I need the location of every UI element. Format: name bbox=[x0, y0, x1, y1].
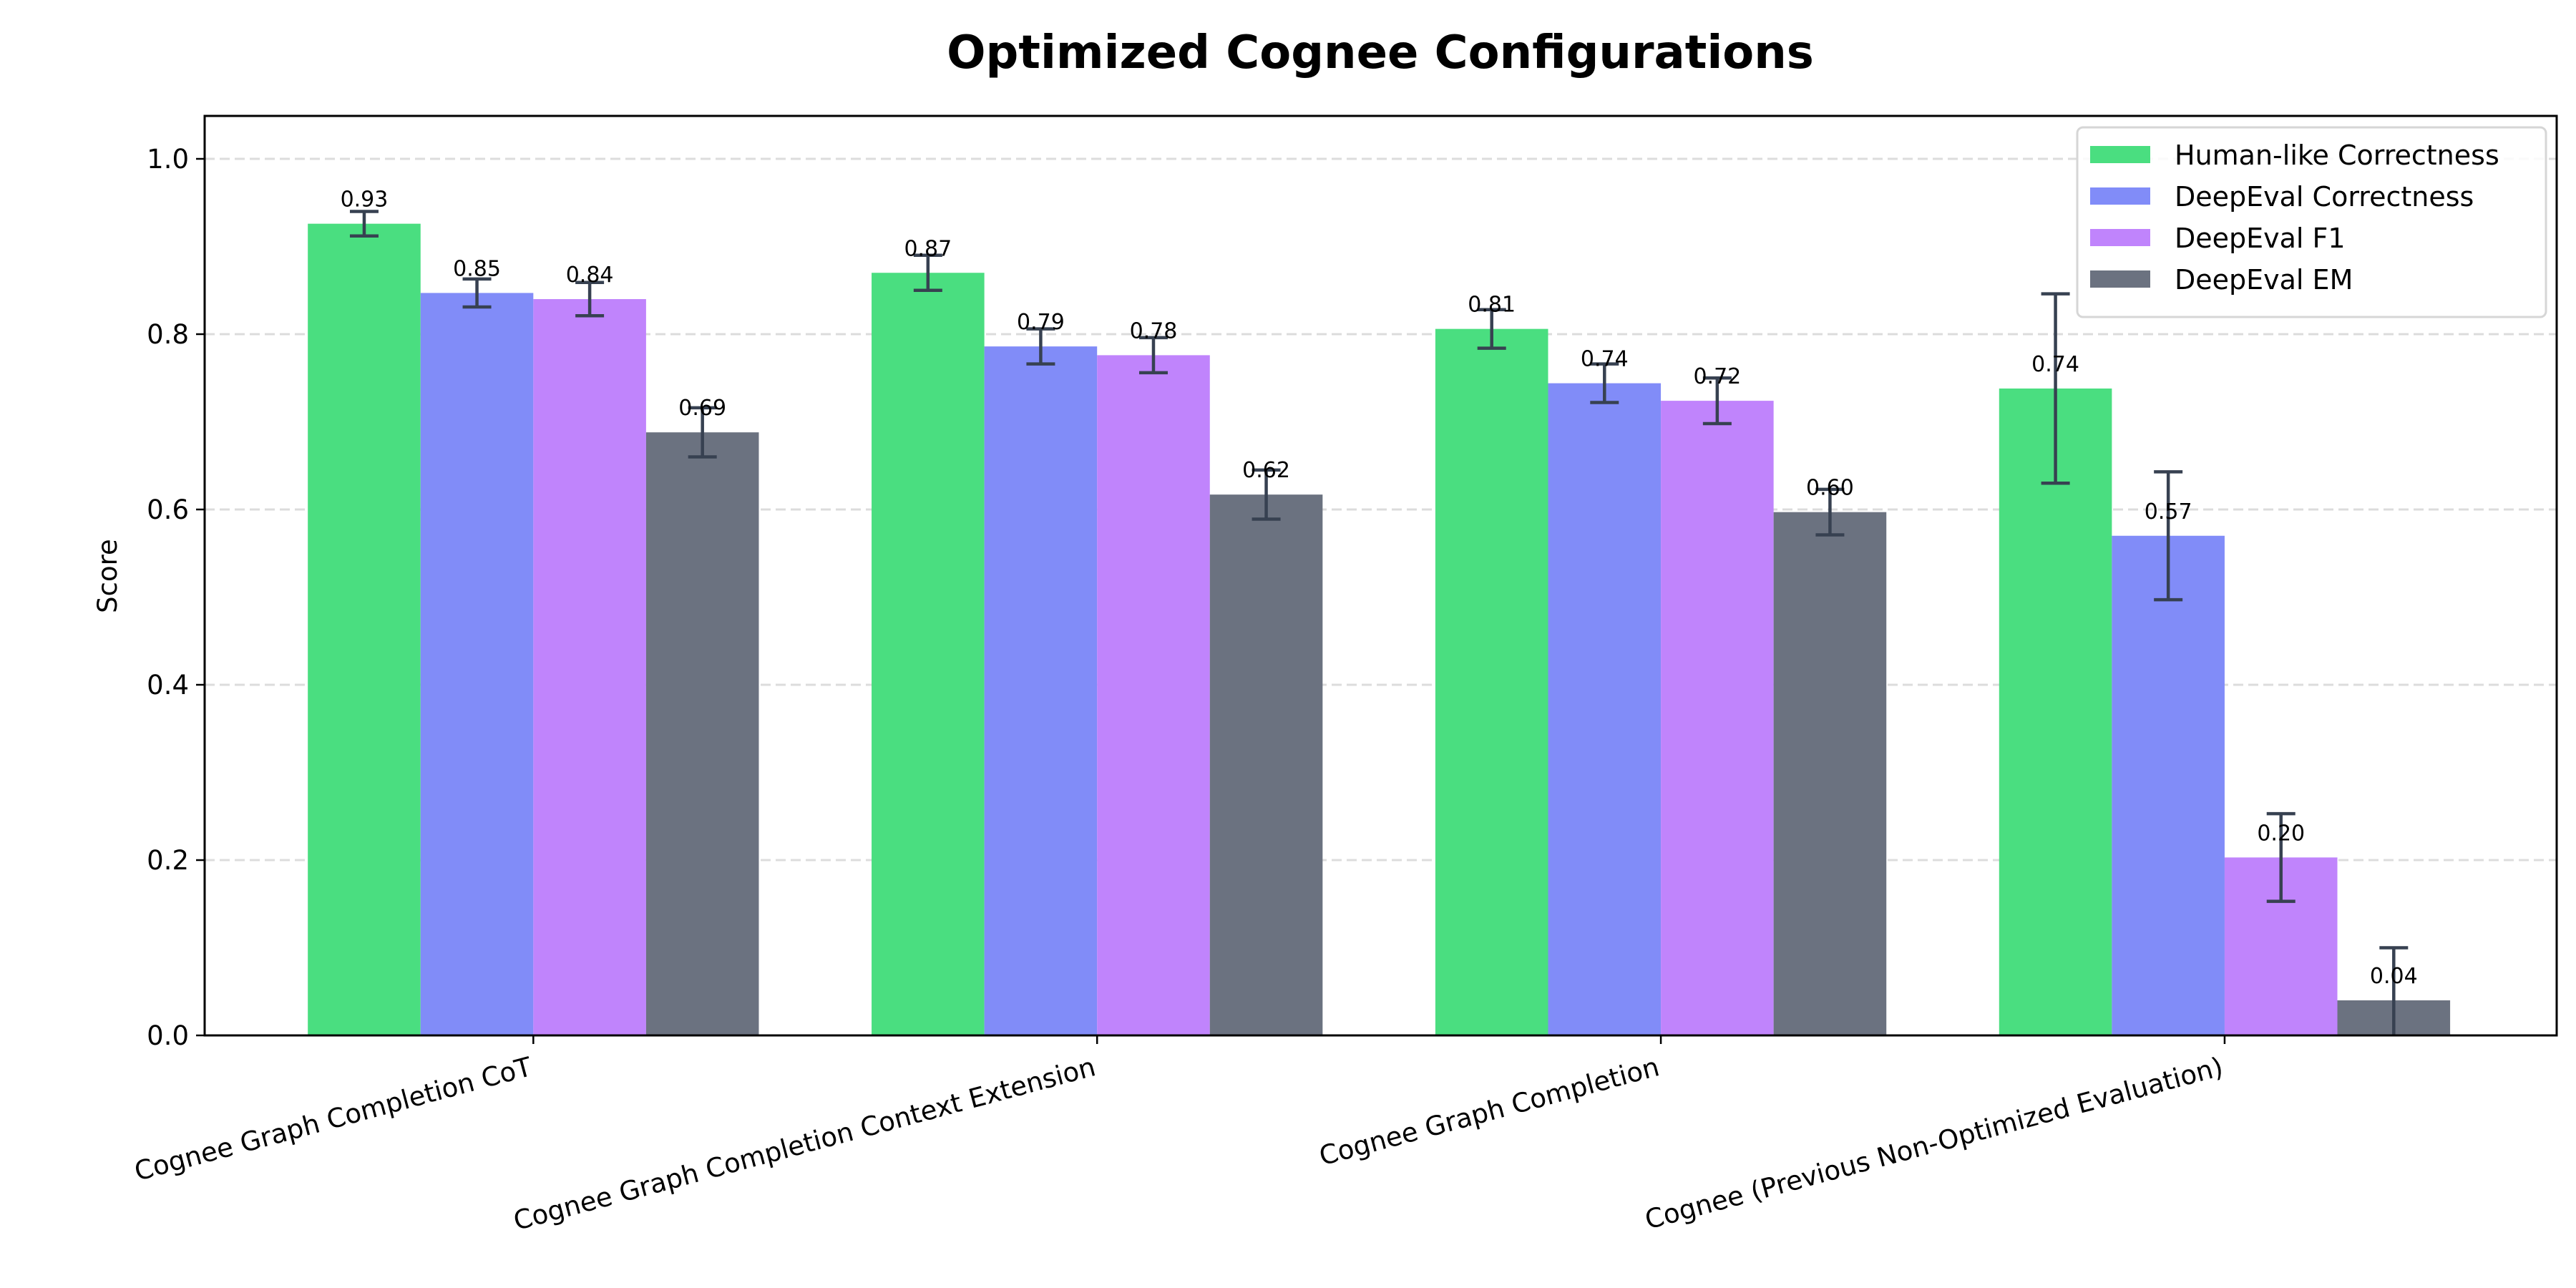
bar bbox=[1999, 388, 2112, 1035]
data-label: 0.04 bbox=[2370, 964, 2418, 989]
y-tick-label: 1.0 bbox=[147, 144, 189, 175]
data-label: 0.84 bbox=[566, 263, 614, 288]
y-axis-label: Score bbox=[92, 539, 123, 613]
x-tick-label: Cognee Graph Completion Context Extensio… bbox=[510, 1051, 1098, 1236]
data-label: 0.74 bbox=[2031, 352, 2079, 377]
bar bbox=[2112, 535, 2225, 1035]
data-label: 0.87 bbox=[904, 236, 952, 261]
bar bbox=[984, 346, 1098, 1035]
data-label: 0.20 bbox=[2257, 821, 2305, 846]
legend-swatch bbox=[2090, 146, 2150, 163]
data-label: 0.69 bbox=[678, 396, 726, 421]
data-label: 0.81 bbox=[1468, 293, 1516, 318]
data-label: 0.78 bbox=[1130, 318, 1178, 343]
legend-box bbox=[2076, 126, 2547, 318]
bar bbox=[1209, 494, 1323, 1035]
chart-title: Optimized Cognee Configurations bbox=[947, 26, 1814, 79]
bar bbox=[1097, 355, 1210, 1035]
data-label: 0.57 bbox=[2145, 499, 2192, 525]
data-label: 0.60 bbox=[1806, 476, 1854, 501]
plot-frame bbox=[203, 114, 2558, 1037]
legend: Human-like Correctness DeepEval Correctne… bbox=[2076, 126, 2547, 318]
bar bbox=[420, 293, 534, 1035]
bar bbox=[1435, 328, 1548, 1035]
data-label: 0.79 bbox=[1017, 310, 1065, 335]
y-tick-label: 0.0 bbox=[147, 1020, 189, 1051]
x-tick-label: Cognee (Previous Non-Optimized Evaluatio… bbox=[1641, 1051, 2226, 1235]
bar bbox=[308, 223, 421, 1035]
y-tick-label: 0.4 bbox=[147, 670, 189, 701]
bar bbox=[533, 299, 646, 1035]
y-tick-label: 0.2 bbox=[147, 845, 189, 876]
legend-label: DeepEval F1 bbox=[2175, 223, 2346, 254]
x-tick-label: Cognee Graph Completion CoT bbox=[131, 1051, 535, 1187]
legend-label: Human-like Correctness bbox=[2175, 140, 2499, 171]
legend-label: DeepEval EM bbox=[2175, 264, 2353, 296]
data-label: 0.93 bbox=[341, 187, 389, 213]
data-label: 0.72 bbox=[1693, 364, 1741, 389]
data-label: 0.74 bbox=[1581, 347, 1629, 372]
y-tick-label: 0.8 bbox=[147, 319, 189, 350]
legend-swatch bbox=[2090, 187, 2150, 205]
bar bbox=[1548, 383, 1662, 1035]
legend-swatch bbox=[2090, 229, 2150, 246]
bar bbox=[1661, 401, 1774, 1035]
bar bbox=[872, 273, 985, 1035]
legend-swatch bbox=[2090, 270, 2150, 288]
legend-label: DeepEval Correctness bbox=[2175, 181, 2474, 213]
data-label: 0.62 bbox=[1242, 458, 1290, 483]
bar bbox=[645, 432, 759, 1035]
y-tick-label: 0.6 bbox=[147, 494, 189, 525]
x-tick-label: Cognee Graph Completion bbox=[1316, 1051, 1662, 1171]
bar bbox=[1773, 512, 1887, 1035]
data-label: 0.85 bbox=[453, 256, 501, 281]
